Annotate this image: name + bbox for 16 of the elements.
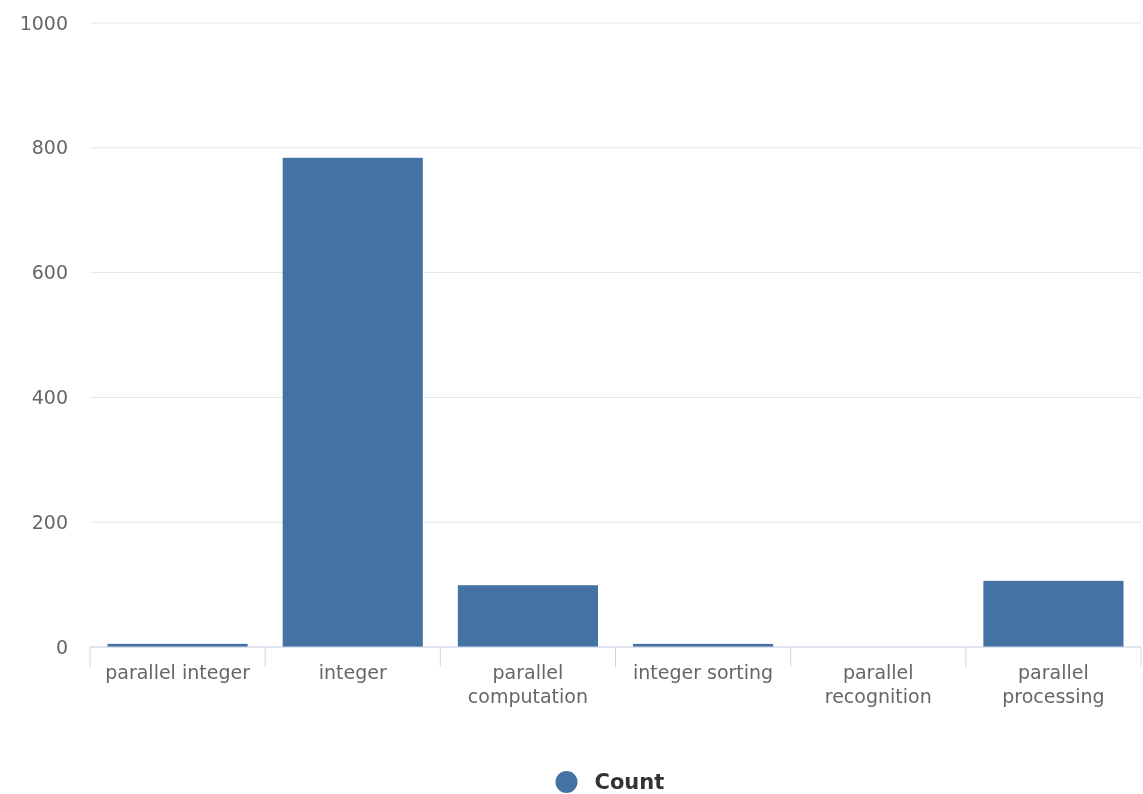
x-tick-label: parallel integer	[105, 661, 251, 683]
y-tick-label: 600	[31, 261, 68, 284]
bar	[983, 580, 1124, 647]
y-tick-label: 400	[31, 386, 68, 409]
x-tick-label: integer	[318, 661, 387, 683]
x-tick-label: parallel recognition	[824, 661, 932, 707]
y-tick-label: 0	[55, 635, 68, 658]
bar	[457, 585, 598, 647]
y-tick-label: 800	[31, 136, 68, 159]
bar	[282, 157, 423, 647]
y-tick-label: 200	[31, 510, 68, 533]
legend-label: Count	[594, 770, 665, 794]
x-tick-label: integer sorting	[632, 661, 774, 683]
x-tick-label: parallel computation	[467, 661, 588, 707]
y-tick-label: 1000	[19, 11, 68, 34]
x-tick-label: parallel processing	[1002, 661, 1105, 707]
